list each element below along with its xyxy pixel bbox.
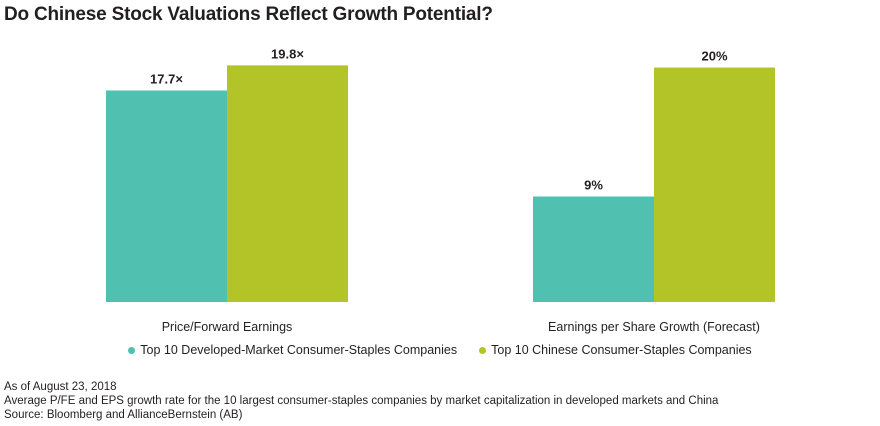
data-label-1-chinese: 19.8× [271,46,304,61]
bar-1-developed [106,90,227,303]
bar-chart: 17.7× 19.8× Price/Forward Earnings 9% 20% Ear… [106,46,775,334]
chart-legend: Top 10 Developed-Market Consumer-Staples… [0,343,880,357]
footnotes: As of August 23, 2018 Average P/FE and E… [4,380,718,422]
bar-2-chinese [654,67,775,303]
legend-label-chinese: Top 10 Chinese Consumer-Staples Companie… [491,343,752,357]
legend-dot-chinese [479,346,487,354]
legend-dot-developed [128,346,136,354]
data-label-2-chinese: 20% [701,49,727,64]
chart-title: Do Chinese Stock Valuations Reflect Grow… [4,4,493,25]
data-label-2-developed: 9% [584,177,603,192]
bar-2-developed [533,196,654,302]
footnote-source: Source: Bloomberg and AllianceBernstein … [4,409,243,421]
legend-item-chinese: Top 10 Chinese Consumer-Staples Companie… [479,343,752,357]
footnote-date: As of August 23, 2018 [4,381,117,393]
category-label-2: Earnings per Share Growth (Forecast) [548,320,760,334]
category-label-1: Price/Forward Earnings [162,320,293,334]
legend-item-developed: Top 10 Developed-Market Consumer-Staples… [128,343,457,357]
bar-1-chinese [227,65,348,303]
footnote-note: Average P/FE and EPS growth rate for the… [4,395,719,407]
legend-label-developed: Top 10 Developed-Market Consumer-Staples… [140,343,458,357]
data-label-1-developed: 17.7× [150,71,183,86]
